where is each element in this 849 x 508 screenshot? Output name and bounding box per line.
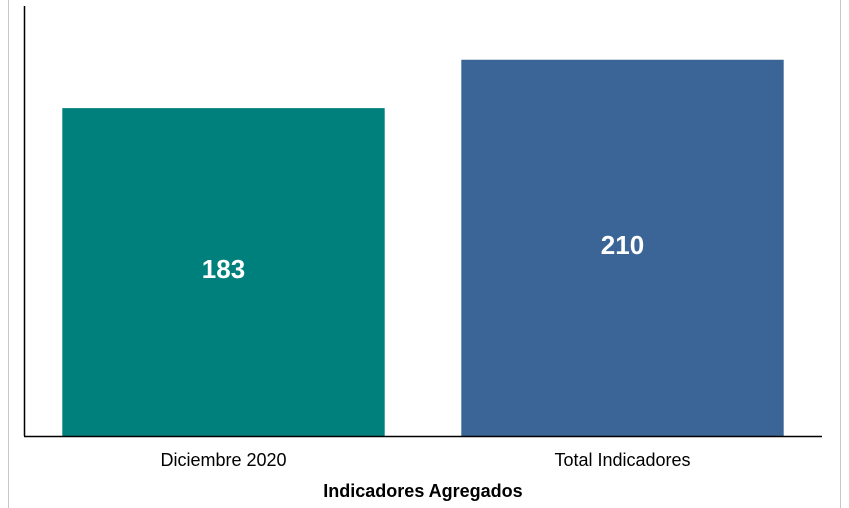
bar (62, 108, 385, 436)
x-tick-label: Diciembre 2020 (160, 450, 286, 470)
x-tick-label: Total Indicadores (554, 450, 690, 470)
x-axis-label: Indicadores Agregados (323, 481, 522, 501)
bar (461, 59, 784, 436)
data-label: 210 (601, 230, 644, 260)
data-label: 183 (202, 254, 245, 284)
